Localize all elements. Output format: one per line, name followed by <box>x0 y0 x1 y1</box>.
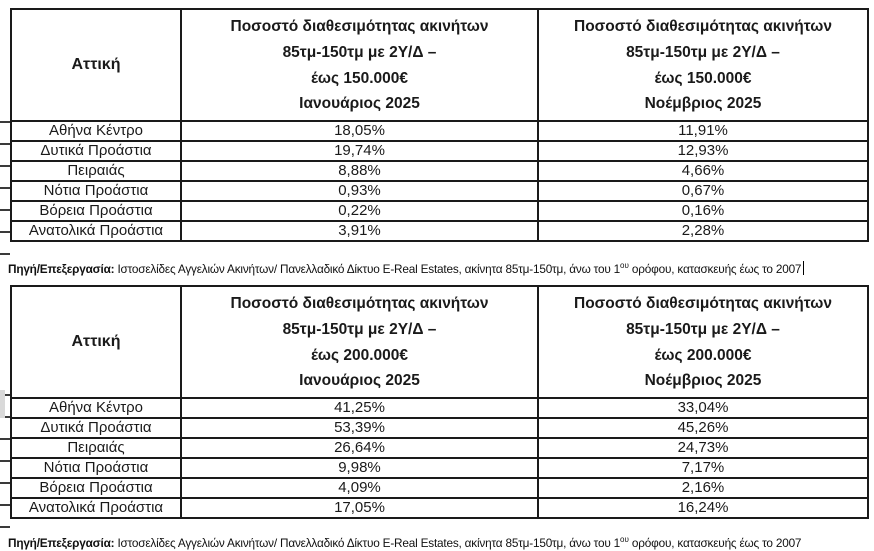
area-name: Πειραιάς <box>10 160 182 182</box>
header-line-1: Ποσοστό διαθεσιμότητας ακινήτων <box>230 295 489 312</box>
jan-value: 41,25% <box>180 397 539 419</box>
left-edge-gray-artifact <box>0 390 5 418</box>
table1-region-header: Αττική <box>10 8 182 122</box>
table1-nov-header-cell: Ποσοστό διαθεσιμότητας ακινήτων 85τμ-150… <box>537 8 869 122</box>
nov-value: 12,93% <box>537 140 869 162</box>
jan-value: 0,93% <box>180 180 539 202</box>
table-row: Βόρεια Προάστια 0,22% 0,16% <box>10 200 869 222</box>
source-label: Πηγή/Επεξεργασία: <box>8 535 115 550</box>
area-name: Αθήνα Κέντρο <box>10 397 182 419</box>
availability-table-150k: Αττική Ποσοστό διαθεσιμότητας ακινήτων 8… <box>10 8 869 242</box>
table-row: Νότια Προάστια 9,98% 7,17% <box>10 457 869 479</box>
header-line-2: 85τμ-150τμ με 2Υ/Δ – <box>282 44 437 61</box>
source-note-200k: Πηγή/Επεξεργασία: Ιστοσελίδες Αγγελιών Α… <box>8 532 801 551</box>
area-name: Νότια Προάστια <box>10 180 182 202</box>
table1-head: Αττική Ποσοστό διαθεσιμότητας ακινήτων 8… <box>10 8 869 122</box>
table2-body: Αθήνα Κέντρο 41,25% 33,04% Δυτικά Προάστ… <box>10 397 869 519</box>
availability-table-200k: Αττική Ποσοστό διαθεσιμότητας ακινήτων 8… <box>10 285 869 519</box>
text-cursor <box>803 260 805 275</box>
source-superscript: ου <box>620 535 629 544</box>
nov-value: 2,16% <box>537 477 869 499</box>
left-edge-line-stubs-table2 <box>0 394 10 530</box>
table2-nov-header-wrap: Ποσοστό διαθεσιμότητας ακινήτων 85τμ-150… <box>539 287 867 397</box>
area-name: Δυτικά Προάστια <box>10 140 182 162</box>
jan-value: 53,39% <box>180 417 539 439</box>
area-name: Βόρεια Προάστια <box>10 200 182 222</box>
area-name: Νότια Προάστια <box>10 457 182 479</box>
header-line-1: Ποσοστό διαθεσιμότητας ακινήτων <box>574 18 832 35</box>
header-line-3: έως 150.000€ <box>654 70 752 87</box>
header-line-2: 85τμ-150τμ με 2Υ/Δ – <box>282 321 437 338</box>
table-row: Ανατολικά Προάστια 3,91% 2,28% <box>10 220 869 242</box>
table-row: Πειραιάς 8,88% 4,66% <box>10 160 869 182</box>
jan-value: 8,88% <box>180 160 539 182</box>
nov-value: 2,28% <box>537 220 869 242</box>
source-text: Ιστοσελίδες Αγγελιών Ακινήτων/ Πανελλαδι… <box>114 535 621 550</box>
area-name: Δυτικά Προάστια <box>10 417 182 439</box>
jan-value: 3,91% <box>180 220 539 242</box>
area-name: Ανατολικά Προάστια <box>10 497 182 519</box>
month-label-november: Νοέμβριος 2025 <box>644 372 762 389</box>
area-name: Βόρεια Προάστια <box>10 477 182 499</box>
table-row: Πειραιάς 26,64% 24,73% <box>10 437 869 459</box>
header-line-1: Ποσοστό διαθεσιμότητας ακινήτων <box>230 18 489 35</box>
jan-value: 18,05% <box>180 120 539 142</box>
table1-jan-header-wrap: Ποσοστό διαθεσιμότητας ακινήτων 85τμ-150… <box>182 10 537 120</box>
area-name: Πειραιάς <box>10 437 182 459</box>
source-text-tail: ορόφου, κατασκευής έως το 2007 <box>628 535 802 550</box>
table2-jan-header-cell: Ποσοστό διαθεσιμότητας ακινήτων 85τμ-150… <box>180 285 539 399</box>
table2-jan-header-wrap: Ποσοστό διαθεσιμότητας ακινήτων 85τμ-150… <box>182 287 537 397</box>
jan-value: 0,22% <box>180 200 539 222</box>
month-label-november: Νοέμβριος 2025 <box>644 95 762 112</box>
table-row: Δυτικά Προάστια 19,74% 12,93% <box>10 140 869 162</box>
nov-value: 24,73% <box>537 437 869 459</box>
jan-value: 26,64% <box>180 437 539 459</box>
nov-value: 4,66% <box>537 160 869 182</box>
table-row: Ανατολικά Προάστια 17,05% 16,24% <box>10 497 869 519</box>
header-line-3: έως 200.000€ <box>310 347 409 364</box>
table2-header-row: Αττική Ποσοστό διαθεσιμότητας ακινήτων 8… <box>10 285 869 399</box>
nov-value: 11,91% <box>537 120 869 142</box>
month-label-january: Ιανουάριος 2025 <box>299 95 420 112</box>
table1-header-row: Αττική Ποσοστό διαθεσιμότητας ακινήτων 8… <box>10 8 869 122</box>
jan-value: 19,74% <box>180 140 539 162</box>
source-text-tail: ορόφου, κατασκευής έως το 2007 <box>628 261 802 276</box>
month-label-january: Ιανουάριος 2025 <box>299 372 420 389</box>
source-text: Ιστοσελίδες Αγγελιών Ακινήτων/ Πανελλαδι… <box>114 261 621 276</box>
header-line-2: 85τμ-150τμ με 2Υ/Δ – <box>626 44 780 61</box>
jan-value: 4,09% <box>180 477 539 499</box>
header-line-2: 85τμ-150τμ με 2Υ/Δ – <box>626 321 780 338</box>
table-row: Δυτικά Προάστια 53,39% 45,26% <box>10 417 869 439</box>
table1-body: Αθήνα Κέντρο 18,05% 11,91% Δυτικά Προάστ… <box>10 120 869 242</box>
table-row: Βόρεια Προάστια 4,09% 2,16% <box>10 477 869 499</box>
header-line-1: Ποσοστό διαθεσιμότητας ακινήτων <box>574 295 832 312</box>
table1-nov-header-wrap: Ποσοστό διαθεσιμότητας ακινήτων 85τμ-150… <box>539 10 867 120</box>
area-name: Αθήνα Κέντρο <box>10 120 182 142</box>
jan-value: 17,05% <box>180 497 539 519</box>
nov-value: 0,16% <box>537 200 869 222</box>
table2-region-header: Αττική <box>10 285 182 399</box>
table2-head: Αττική Ποσοστό διαθεσιμότητας ακινήτων 8… <box>10 285 869 399</box>
source-label: Πηγή/Επεξεργασία: <box>8 261 115 276</box>
header-line-3: έως 200.000€ <box>654 347 752 364</box>
source-note-150k: Πηγή/Επεξεργασία: Ιστοσελίδες Αγγελιών Α… <box>8 258 805 277</box>
header-line-3: έως 150.000€ <box>310 70 409 87</box>
table-row: Αθήνα Κέντρο 41,25% 33,04% <box>10 397 869 419</box>
left-edge-line-stubs-table1 <box>0 121 10 257</box>
nov-value: 45,26% <box>537 417 869 439</box>
area-name: Ανατολικά Προάστια <box>10 220 182 242</box>
table-row: Νότια Προάστια 0,93% 0,67% <box>10 180 869 202</box>
jan-value: 9,98% <box>180 457 539 479</box>
nov-value: 16,24% <box>537 497 869 519</box>
table1-jan-header-cell: Ποσοστό διαθεσιμότητας ακινήτων 85τμ-150… <box>180 8 539 122</box>
nov-value: 0,67% <box>537 180 869 202</box>
source-superscript: ου <box>620 261 629 270</box>
table2-nov-header-cell: Ποσοστό διαθεσιμότητας ακινήτων 85τμ-150… <box>537 285 869 399</box>
nov-value: 7,17% <box>537 457 869 479</box>
table-row: Αθήνα Κέντρο 18,05% 11,91% <box>10 120 869 142</box>
nov-value: 33,04% <box>537 397 869 419</box>
